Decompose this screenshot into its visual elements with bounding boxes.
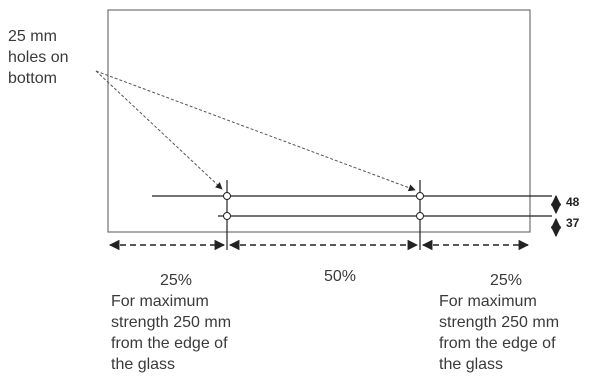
callout-leader-left (95, 70, 223, 190)
note-left: For maximum strength 250 mm from the edg… (111, 293, 232, 373)
note-right: For maximum strength 250 mm from the edg… (439, 293, 560, 373)
hole-top-right (416, 192, 424, 200)
callout-leader-right (95, 70, 416, 192)
dimension-label-48: 48 (566, 195, 580, 209)
span-label-left: 25% (159, 272, 193, 289)
callout-text: 25 mm holes on bottom (8, 28, 69, 87)
hole-top-left (223, 192, 231, 200)
hole-bottom-right (416, 212, 424, 220)
span-label-right: 25% (489, 272, 523, 289)
glass-panel (107, 9, 531, 233)
dimension-label-37: 37 (566, 216, 580, 230)
span-label-middle: 50% (323, 268, 357, 285)
hole-bottom-left (223, 212, 231, 220)
